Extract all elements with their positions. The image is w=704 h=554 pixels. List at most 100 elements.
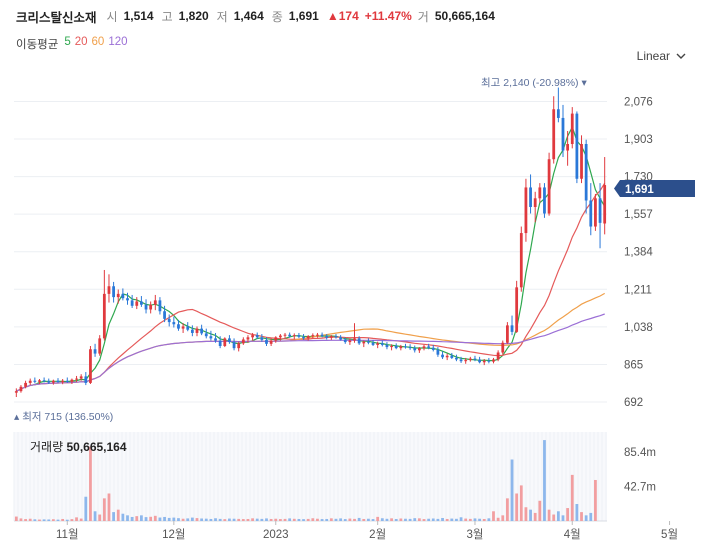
candle-body — [190, 329, 194, 333]
time-tick-label: 2023 — [263, 529, 289, 541]
volume-bar — [570, 474, 574, 521]
volume-bar — [38, 519, 41, 521]
volume-bar — [367, 518, 370, 521]
candle-body — [107, 286, 111, 294]
candle-body — [153, 300, 157, 305]
candle-body — [98, 338, 102, 354]
volume-bar — [144, 517, 148, 521]
volume-bar — [172, 517, 176, 521]
ma-20-line — [16, 182, 606, 392]
ma-20-label: 20 — [74, 36, 88, 48]
volume-bar — [42, 519, 46, 521]
volume-bar — [200, 518, 204, 521]
volume-bar — [478, 518, 481, 521]
candle-body — [417, 348, 421, 351]
volume-bar — [556, 511, 560, 521]
volume-bar — [353, 518, 356, 521]
candle-body — [556, 109, 560, 118]
candle-body — [353, 338, 356, 341]
volume-bar — [102, 498, 106, 521]
volume-bar — [209, 518, 213, 521]
volume-bar — [376, 516, 380, 521]
candle-body — [140, 301, 143, 305]
volume-bar — [24, 519, 27, 521]
candle-body — [496, 352, 500, 360]
candle-body — [570, 113, 574, 145]
candle-body — [195, 328, 199, 333]
volume-bar — [320, 519, 324, 521]
candle-body — [278, 335, 282, 338]
volume-bar — [163, 516, 166, 521]
change-percent: +11.47% — [364, 9, 412, 23]
change-value: ▲174 — [326, 9, 359, 23]
volume-bar — [450, 518, 454, 521]
volume-bar — [153, 515, 157, 521]
candle-body — [70, 379, 74, 382]
candle-body — [320, 334, 324, 336]
volume-bar — [56, 519, 60, 521]
candle-body — [89, 349, 92, 383]
volume-bar — [501, 515, 505, 521]
volume-bar — [524, 507, 528, 521]
price-tick-label: 1,038 — [624, 322, 653, 334]
high-annotation: 최고 2,140 (-20.98%) ▾ — [481, 77, 587, 89]
scale-selector-button[interactable]: Linear — [637, 49, 686, 63]
volume-bar — [204, 518, 208, 521]
candle-body — [65, 380, 69, 382]
low-label: 저 — [216, 9, 228, 24]
candle-body — [306, 336, 310, 339]
volume-bar — [47, 519, 51, 521]
candle-body — [329, 336, 333, 338]
volume-bar — [89, 446, 92, 521]
volume-bar — [436, 518, 440, 521]
volume-bar — [107, 493, 111, 521]
volume-bar — [533, 512, 537, 521]
candle-body — [566, 144, 570, 151]
candle-body — [251, 335, 254, 338]
volume-bar — [380, 518, 384, 521]
volume-bar — [325, 518, 329, 521]
volume-bar — [584, 515, 588, 521]
volume-bar — [427, 518, 431, 521]
candle-body — [75, 378, 78, 380]
volume-bar — [158, 517, 162, 521]
volume-bar — [566, 508, 570, 521]
volume-bar — [362, 518, 366, 521]
time-tick-label: 11월 — [56, 528, 79, 541]
volume-bar — [302, 519, 305, 521]
candle-body — [598, 198, 602, 223]
candle-body — [487, 360, 491, 362]
candle-body — [492, 359, 495, 362]
candle-body — [144, 304, 148, 310]
current-price-badge — [614, 180, 695, 197]
volume-bar — [385, 518, 389, 521]
volume-bar — [228, 518, 231, 521]
candle-body — [237, 343, 241, 349]
volume-bar — [390, 518, 393, 521]
ma-120-label: 120 — [108, 36, 128, 48]
candle-body — [102, 293, 106, 339]
candle-body — [357, 338, 361, 344]
candle-body — [265, 339, 268, 344]
ma-legend-title: 이동평균 — [16, 39, 59, 51]
volume-bar — [112, 512, 115, 521]
volume-bar — [580, 512, 583, 521]
candle-body — [376, 343, 380, 345]
volume-tick-label: 85.4m — [624, 447, 656, 459]
candle-body — [538, 187, 542, 199]
volume-bar — [288, 518, 292, 521]
price-axis: 6928651,0381,2111,3841,5571,7301,9032,07… — [624, 96, 653, 409]
candle-body — [172, 322, 176, 325]
candle-body — [302, 336, 305, 339]
volume-bar — [487, 518, 491, 521]
moving-average-legend[interactable]: 이동평균 5 20 60 120 — [16, 36, 128, 52]
volume-bar — [348, 518, 352, 521]
close-value: 1,691 — [288, 9, 319, 23]
candle-body — [380, 343, 384, 345]
volume-bar — [492, 511, 495, 521]
volume-bar — [589, 512, 593, 521]
volume-bar — [214, 518, 217, 521]
volume-bar — [51, 519, 55, 521]
candle-body — [163, 311, 166, 319]
